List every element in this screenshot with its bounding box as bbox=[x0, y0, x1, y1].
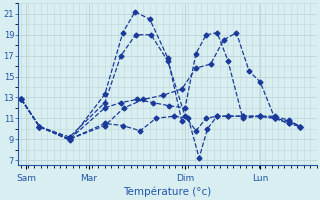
X-axis label: Température (°c): Température (°c) bbox=[123, 186, 212, 197]
